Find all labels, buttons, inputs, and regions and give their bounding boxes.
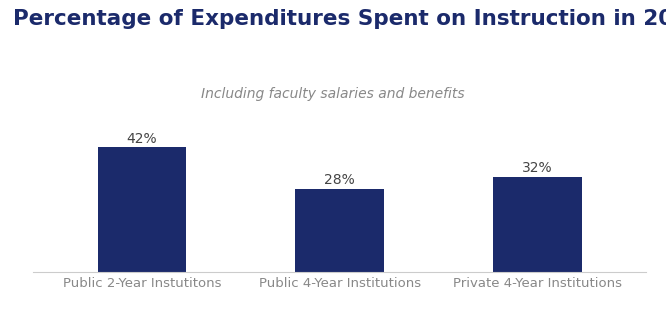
Text: Percentage of Expenditures Spent on Instruction in 2017: Percentage of Expenditures Spent on Inst… <box>13 9 666 29</box>
Text: 42%: 42% <box>127 132 157 146</box>
Bar <box>97 147 186 272</box>
Bar <box>493 177 582 272</box>
Text: 32%: 32% <box>522 161 553 175</box>
Text: Including faculty salaries and benefits: Including faculty salaries and benefits <box>201 87 465 100</box>
Text: 28%: 28% <box>324 173 355 187</box>
Bar <box>295 189 384 272</box>
